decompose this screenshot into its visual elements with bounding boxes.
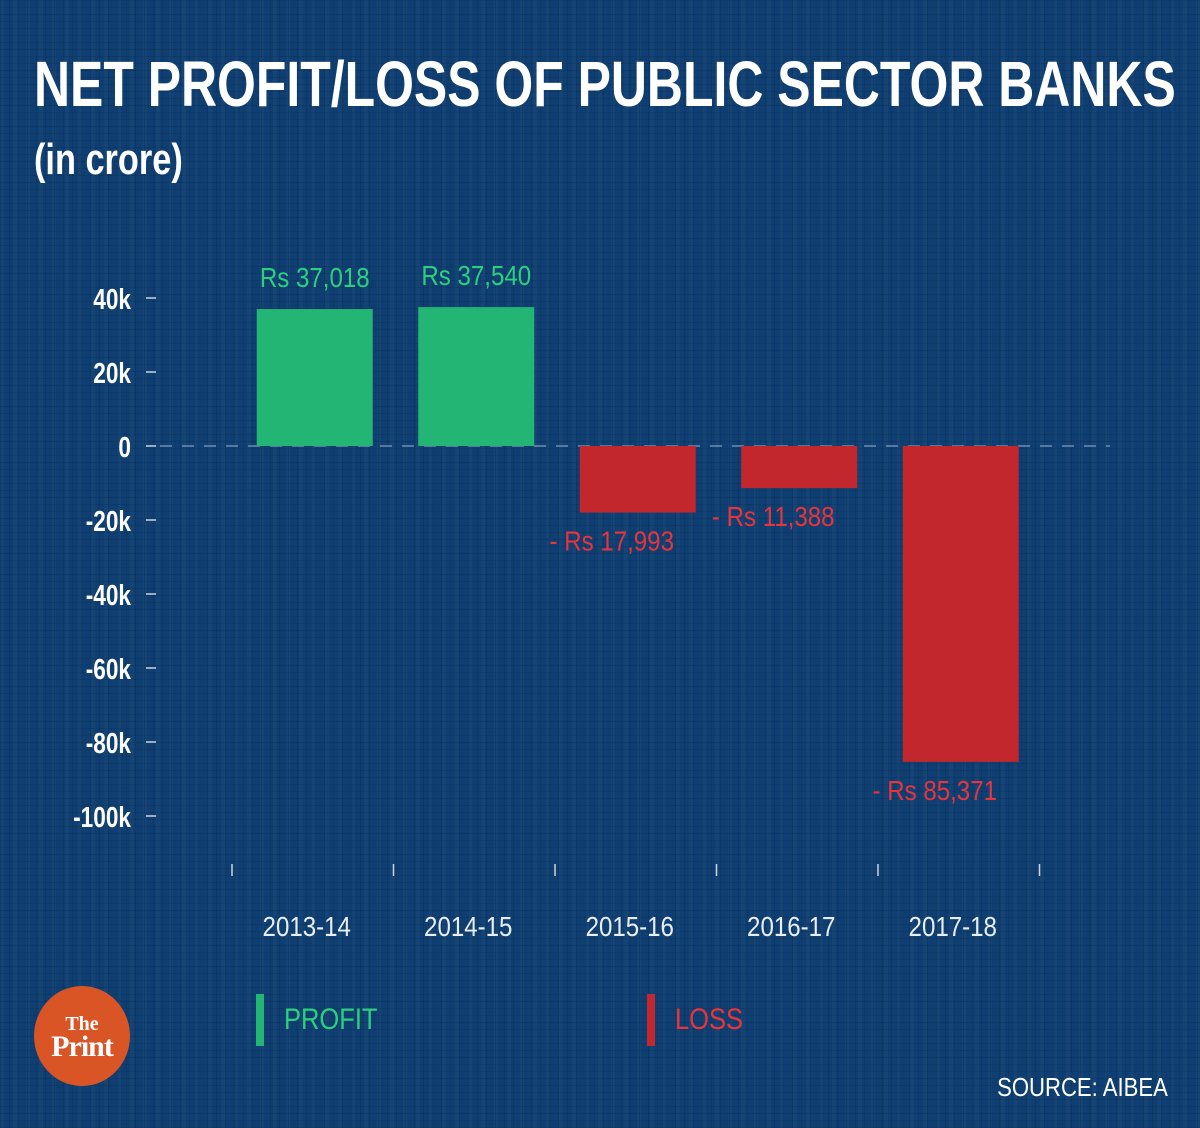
legend-swatch-profit <box>256 994 264 1046</box>
logo-line-the: The <box>65 1013 99 1035</box>
data-label: Rs 37,540 <box>421 259 531 291</box>
legend-label-loss: LOSS <box>675 1003 744 1036</box>
data-label: - Rs 17,993 <box>550 525 674 557</box>
x-tick-label: 2016-17 <box>747 910 835 942</box>
x-tick-label: 2013-14 <box>263 910 351 942</box>
x-tick-label: 2015-16 <box>586 910 674 942</box>
bar-profit <box>418 307 535 446</box>
chart-subtitle: (in crore) <box>34 135 183 184</box>
legend-item-profit: PROFIT <box>256 994 394 1046</box>
y-tick-label: -60k <box>86 652 132 685</box>
y-tick-label: -40k <box>86 578 132 611</box>
x-tick-label: 2017-18 <box>909 910 997 942</box>
y-tick-label: -80k <box>86 726 132 759</box>
y-tick-label: -100k <box>73 800 131 833</box>
legend-label-profit: PROFIT <box>284 1003 378 1036</box>
chart-title: NET PROFIT/LOSS OF PUBLIC SECTOR BANKS <box>34 48 1176 120</box>
bar-loss <box>741 446 858 489</box>
y-tick-label: -20k <box>86 504 132 537</box>
legend-item-loss: LOSS <box>647 994 755 1046</box>
source-note: SOURCE: AIBEA <box>997 1072 1168 1102</box>
data-label: - Rs 11,388 <box>712 500 835 532</box>
x-tick-label: 2014-15 <box>424 910 512 942</box>
y-tick-label: 40k <box>93 282 131 315</box>
y-tick-label: 0 <box>118 430 131 463</box>
bar-loss <box>902 446 1019 762</box>
theprint-logo: The Print <box>34 986 130 1086</box>
y-tick-label: 20k <box>93 356 131 389</box>
data-label: Rs 37,018 <box>260 261 370 293</box>
bar-loss <box>579 446 696 513</box>
legend-swatch-loss <box>647 994 655 1046</box>
logo-line-print: Print <box>51 1030 114 1063</box>
data-label: - Rs 85,371 <box>873 774 997 806</box>
bar-profit <box>256 309 373 446</box>
